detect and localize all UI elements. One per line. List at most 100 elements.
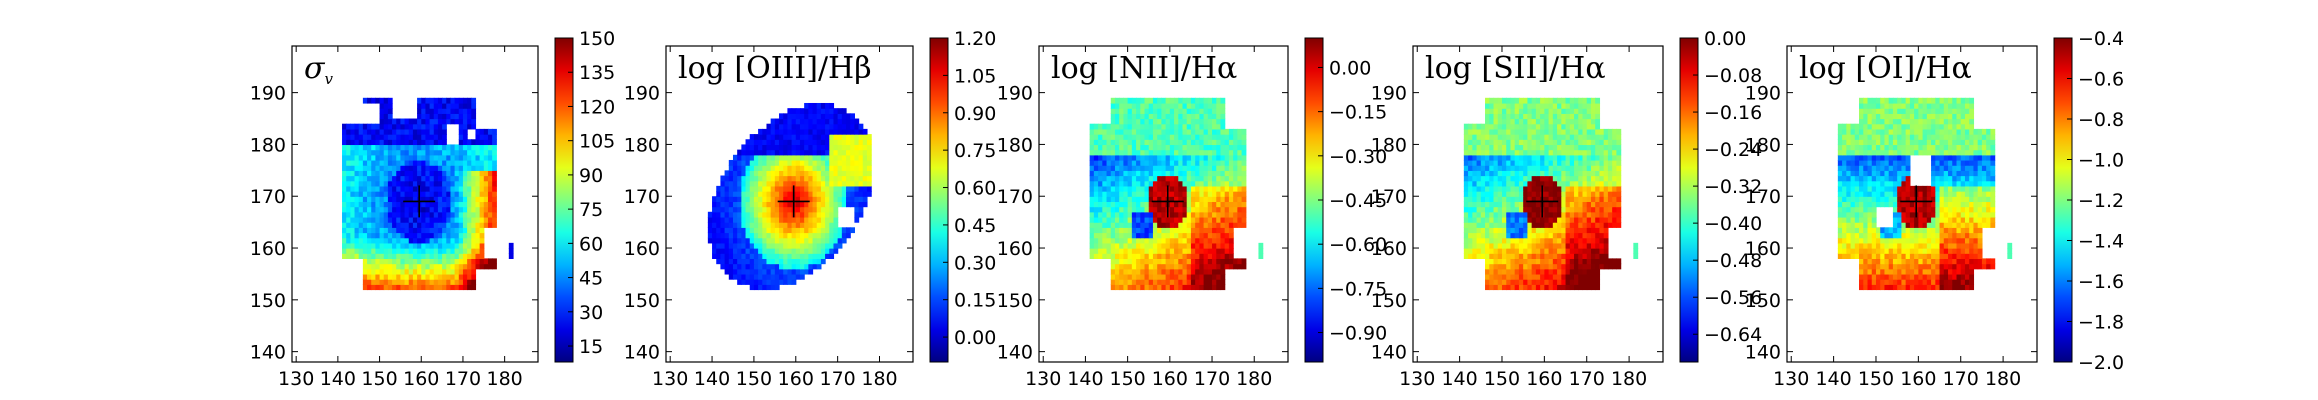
heatmap-cell xyxy=(1195,216,1200,223)
heatmap-cell xyxy=(774,253,780,259)
heatmap-cell xyxy=(1510,113,1516,120)
heatmap-cell xyxy=(1480,242,1486,249)
heatmap-cell xyxy=(1497,102,1503,109)
heatmap-cell xyxy=(787,113,793,120)
heatmap-cell xyxy=(720,191,726,197)
heatmap-cell xyxy=(1157,165,1162,171)
heatmap-cell xyxy=(1480,170,1486,177)
heatmap-cell xyxy=(1497,191,1503,197)
heatmap-cell xyxy=(762,227,768,234)
heatmap-cell xyxy=(1489,102,1495,109)
heatmap-cell xyxy=(799,113,805,120)
heatmap-cell xyxy=(437,128,443,135)
heatmap-cell xyxy=(1510,196,1516,203)
heatmap-cell xyxy=(1182,232,1188,239)
heatmap-cell xyxy=(1501,253,1507,259)
heatmap-cell xyxy=(1565,279,1571,285)
heatmap-cell xyxy=(437,180,443,187)
heatmap-cell xyxy=(716,211,722,218)
heatmap-cell xyxy=(1468,237,1473,244)
heatmap-cell xyxy=(1565,165,1571,171)
heatmap-cell xyxy=(454,284,460,291)
heatmap-cell xyxy=(1523,279,1529,285)
heatmap-cell xyxy=(1186,268,1192,275)
heatmap-cell xyxy=(475,191,481,197)
heatmap-cell xyxy=(379,170,385,177)
heatmap-cell xyxy=(350,211,356,218)
heatmap-cell xyxy=(1527,191,1533,197)
heatmap-cell xyxy=(1123,108,1129,114)
heatmap-cell xyxy=(342,175,347,182)
heatmap-cell xyxy=(342,149,347,156)
heatmap-cell xyxy=(412,139,418,146)
heatmap-cell xyxy=(1544,159,1550,166)
heatmap-cell xyxy=(1586,170,1592,177)
heatmap-cell xyxy=(820,139,826,146)
heatmap-cell xyxy=(816,118,822,125)
heatmap-cell xyxy=(783,134,789,140)
heatmap-cell xyxy=(1552,175,1558,182)
heatmap-cell xyxy=(358,222,364,228)
heatmap-cell xyxy=(741,206,747,213)
heatmap-cell xyxy=(1523,102,1529,109)
heatmap-cell xyxy=(1476,211,1482,218)
heatmap-cell xyxy=(487,222,493,228)
heatmap-cell xyxy=(1174,258,1179,265)
heatmap-cell xyxy=(387,268,393,275)
heatmap-cell xyxy=(741,242,747,249)
heatmap-cell xyxy=(862,149,868,156)
heatmap-cell xyxy=(1216,159,1222,166)
heatmap-cell xyxy=(467,273,472,280)
heatmap-cell xyxy=(1582,268,1588,275)
heatmap-cell xyxy=(732,227,738,234)
heatmap-cell xyxy=(762,185,768,192)
heatmap-cell xyxy=(1212,185,1217,192)
heatmap-cell xyxy=(375,284,381,291)
heatmap-cell xyxy=(1161,201,1167,208)
heatmap-cell xyxy=(1123,144,1129,151)
heatmap-cell xyxy=(1110,211,1116,218)
heatmap-cell xyxy=(749,149,755,156)
heatmap-cell xyxy=(1485,149,1490,156)
heatmap-cell xyxy=(753,216,759,223)
heatmap-cell xyxy=(421,253,427,259)
heatmap-cell xyxy=(412,242,418,249)
heatmap-cell xyxy=(1527,196,1533,203)
heatmap-cell xyxy=(1203,97,1209,104)
heatmap-cell xyxy=(850,113,855,120)
heatmap-cell xyxy=(442,108,447,114)
heatmap-cell xyxy=(779,149,784,156)
heatmap-cell xyxy=(1590,253,1596,259)
heatmap-cell xyxy=(1199,165,1205,171)
heatmap-cell xyxy=(758,206,763,213)
heatmap-cell xyxy=(483,201,489,208)
heatmap-cell xyxy=(766,134,772,140)
heatmap-cell xyxy=(1599,253,1605,259)
heatmap-cell xyxy=(1510,211,1516,218)
heatmap-cell xyxy=(1565,191,1571,197)
heatmap-cell xyxy=(1510,128,1516,135)
heatmap-cell xyxy=(854,216,860,223)
heatmap-cell xyxy=(758,232,763,239)
heatmap-cell xyxy=(1228,232,1234,239)
heatmap-cell xyxy=(762,196,768,203)
heatmap-cell xyxy=(787,159,793,166)
heatmap-cell xyxy=(749,227,755,234)
heatmap-cell xyxy=(762,263,768,270)
heatmap-cell xyxy=(766,216,772,223)
heatmap-cell xyxy=(379,279,385,285)
heatmap-cell xyxy=(758,279,763,285)
heatmap-cell xyxy=(787,175,793,182)
heatmap-cell xyxy=(1599,165,1605,171)
heatmap-cell xyxy=(375,139,381,146)
heatmap-cell xyxy=(417,216,422,223)
heatmap-cell xyxy=(425,253,431,259)
heatmap-cell xyxy=(1241,128,1247,135)
heatmap-cell xyxy=(1136,273,1141,280)
heatmap-cell xyxy=(825,165,830,171)
heatmap-cell xyxy=(1535,175,1541,182)
heatmap-cell xyxy=(791,222,797,228)
heatmap-cell xyxy=(1152,227,1158,234)
heatmap-cell xyxy=(1237,196,1243,203)
heatmap-cell xyxy=(1497,222,1503,228)
